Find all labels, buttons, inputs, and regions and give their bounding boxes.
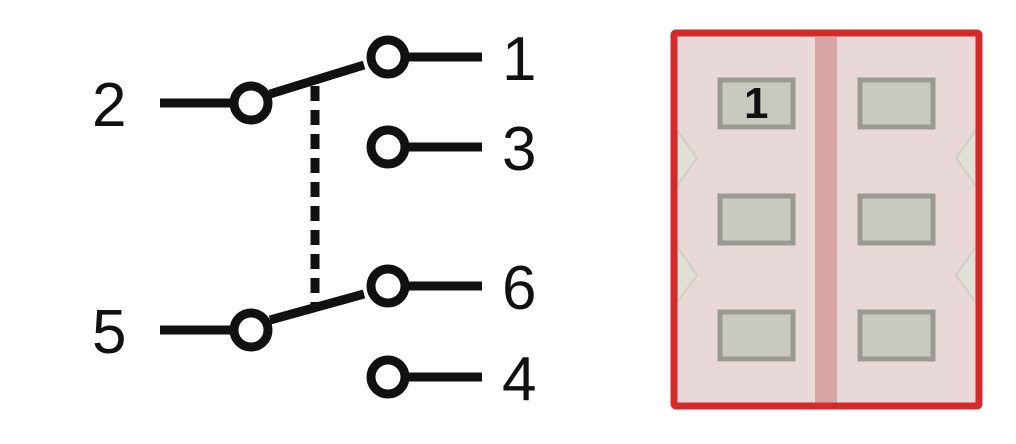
pin-label-4: 4 xyxy=(502,345,536,414)
pin1-marker: 1 xyxy=(744,79,768,128)
pin-label-3: 3 xyxy=(502,115,536,184)
pad-1 xyxy=(717,77,796,130)
pin1-terminal xyxy=(366,35,410,79)
pole2-blade xyxy=(268,289,366,325)
pin-label-6: 6 xyxy=(502,254,536,323)
footprint-outline xyxy=(670,29,983,410)
pad-2 xyxy=(857,77,936,130)
pin2-terminal xyxy=(229,81,273,125)
pad-4 xyxy=(857,193,936,246)
schematic-symbol xyxy=(160,52,482,382)
pin-label-2: 2 xyxy=(92,71,126,140)
pole1-blade xyxy=(268,60,366,99)
pin3-terminal xyxy=(366,125,410,169)
pad-6 xyxy=(857,309,936,362)
pad-3 xyxy=(717,193,796,246)
pin-label-1: 1 xyxy=(502,25,536,94)
pin4-terminal xyxy=(366,355,410,399)
pcb-footprint: 1 xyxy=(670,29,983,410)
pad-5 xyxy=(717,309,796,362)
pin5-terminal xyxy=(229,308,273,352)
terminals xyxy=(229,35,410,399)
footprint-center-strip xyxy=(815,37,837,403)
pin6-terminal xyxy=(366,264,410,308)
pin-label-5: 5 xyxy=(92,298,126,367)
